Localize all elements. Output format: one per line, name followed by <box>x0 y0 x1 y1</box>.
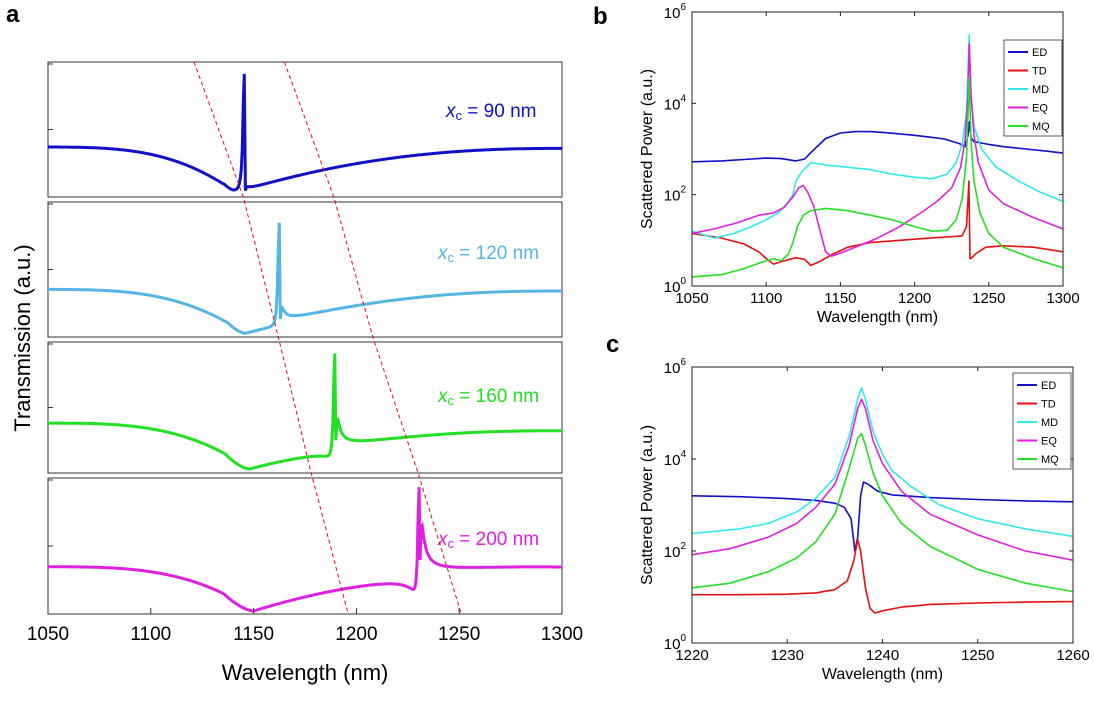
x-tick-label: 1300 <box>541 624 583 645</box>
series-label-2: xc = 120 nm <box>437 243 539 265</box>
y-tick-label: 104 <box>664 449 687 469</box>
panel-label-b: b <box>593 3 608 30</box>
series-line-3 <box>48 353 562 471</box>
guide-line-2 <box>283 61 462 615</box>
series-md <box>692 386 1073 538</box>
series-label-3: xc = 160 nm <box>437 386 539 408</box>
legend-label-eq: EQ <box>1032 103 1048 115</box>
y-tick-label: 106 <box>664 2 687 22</box>
subplot-frame <box>47 341 563 474</box>
legend-label-mq: MQ <box>1041 454 1059 466</box>
x-tick-label: 1100 <box>750 290 782 307</box>
x-axis-label: Wavelength (nm) <box>817 309 938 326</box>
legend-label-md: MD <box>1032 84 1049 96</box>
series-td <box>692 180 1063 267</box>
panel-c-scattered-power-zoom-chart: 1220 1230 1240 1250 1260 100 102 104 106 Waveleng… <box>639 357 1090 683</box>
x-tick-label: 1250 <box>438 624 480 645</box>
series-md <box>692 34 1063 239</box>
series-td <box>692 538 1073 614</box>
series-label-4: xc = 200 nm <box>437 529 539 551</box>
series-line-2 <box>48 222 562 335</box>
x-tick-label: 1150 <box>824 290 856 307</box>
series-line-4 <box>48 487 562 613</box>
legend-label-eq: EQ <box>1041 436 1057 448</box>
x-tick-label: 1050 <box>27 624 69 645</box>
legend-label-ed: ED <box>1041 380 1056 392</box>
legend: ED TD MD EQ MQ <box>1012 372 1072 470</box>
series-line-1 <box>48 73 562 192</box>
y-tick-label: 106 <box>664 357 687 377</box>
x-tick-label: 1250 <box>972 290 1005 307</box>
legend-label-md: MD <box>1041 417 1058 429</box>
legend-label-ed: ED <box>1032 47 1047 59</box>
series-label-1: xc = 90 nm <box>445 101 536 123</box>
y-axis-label: Scattered Power (a.u.) <box>639 425 656 585</box>
x-tick-label: 1300 <box>1046 290 1079 307</box>
x-tick-label: 1050 <box>675 290 708 307</box>
panel-label-c: c <box>606 331 619 358</box>
series-ed <box>692 120 1063 163</box>
subplot-frame <box>47 61 563 198</box>
y-tick-label: 104 <box>664 93 687 113</box>
series-eq <box>692 398 1073 561</box>
x-tick-label: 1220 <box>675 647 708 664</box>
y-tick-label: 102 <box>664 185 687 205</box>
x-tick-label: 1100 <box>130 624 171 645</box>
legend-label-td: TD <box>1032 66 1047 78</box>
x-tick-label: 1200 <box>898 290 931 307</box>
legend-label-td: TD <box>1041 399 1056 411</box>
series-mq <box>692 77 1063 278</box>
y-axis-label: Transmission (a.u.) <box>10 244 35 431</box>
guide-line-1 <box>193 61 349 615</box>
panel-label-a: a <box>6 1 20 28</box>
x-tick-label: 1240 <box>866 647 899 664</box>
legend-label-mq: MQ <box>1032 121 1050 133</box>
panel-b-scattered-power-chart: 1050 1100 1150 1200 1250 1300 100 102 104 106 Wave… <box>639 2 1080 326</box>
subplot-frame <box>47 201 563 338</box>
x-tick-label: 1230 <box>771 647 804 664</box>
series-ed <box>692 481 1073 552</box>
y-axis-label: Scattered Power (a.u.) <box>639 69 656 229</box>
y-tick-label: 102 <box>664 541 687 561</box>
y-tick-label: 100 <box>664 276 687 296</box>
x-tick-label: 1250 <box>961 647 994 664</box>
y-tick-label: 100 <box>664 633 687 653</box>
x-tick-label: 1200 <box>335 624 377 645</box>
x-tick-label: 1260 <box>1056 647 1089 664</box>
series-eq <box>692 43 1063 258</box>
x-tick-label: 1150 <box>233 624 274 645</box>
panel-a-transmission-chart: xc = 90 nm xc = 120 nm xc = 160 nm xc = 200… <box>10 61 583 685</box>
x-axis-label: Wavelength (nm) <box>222 660 389 685</box>
legend: ED TD MD EQ MQ <box>1003 39 1063 137</box>
x-axis-label: Wavelength (nm) <box>822 666 943 683</box>
axes-frame <box>691 11 1064 287</box>
series-mq <box>692 432 1073 593</box>
